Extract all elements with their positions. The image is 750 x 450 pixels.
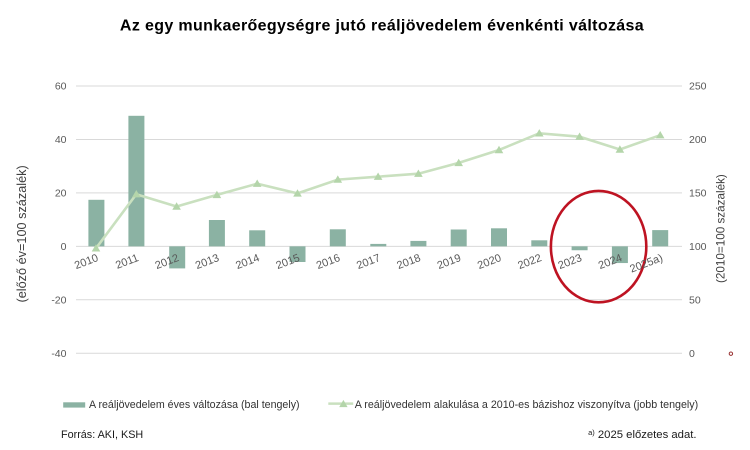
svg-text:200: 200 bbox=[689, 134, 707, 146]
svg-text:0: 0 bbox=[689, 348, 695, 360]
svg-text:-40: -40 bbox=[51, 348, 66, 360]
svg-text:a) 2025 előzetes adat.: a) 2025 előzetes adat. bbox=[588, 428, 696, 441]
svg-text:250: 250 bbox=[689, 81, 707, 93]
svg-text:(2010=100 százalék): (2010=100 százalék) bbox=[715, 174, 728, 283]
svg-text:Forrás: AKI, KSH: Forrás: AKI, KSH bbox=[61, 429, 143, 441]
svg-text:A reáljövedelem éves változása: A reáljövedelem éves változása (bal teng… bbox=[89, 399, 300, 411]
svg-text:150: 150 bbox=[689, 188, 707, 200]
svg-text:0: 0 bbox=[61, 241, 67, 253]
svg-text:-20: -20 bbox=[51, 295, 66, 307]
svg-text:100: 100 bbox=[689, 241, 707, 253]
svg-text:Az egy munkaerőegységre jutó r: Az egy munkaerőegységre jutó reáljövedel… bbox=[120, 18, 644, 35]
svg-text:20: 20 bbox=[55, 188, 67, 200]
svg-text:A reáljövedelem alakulása a 20: A reáljövedelem alakulása a 2010-es bázi… bbox=[355, 399, 698, 411]
svg-text:(előző év=100 százalék): (előző év=100 százalék) bbox=[15, 165, 29, 302]
svg-text:60: 60 bbox=[55, 81, 67, 93]
svg-text:40: 40 bbox=[55, 134, 67, 146]
svg-text:50: 50 bbox=[689, 295, 701, 307]
